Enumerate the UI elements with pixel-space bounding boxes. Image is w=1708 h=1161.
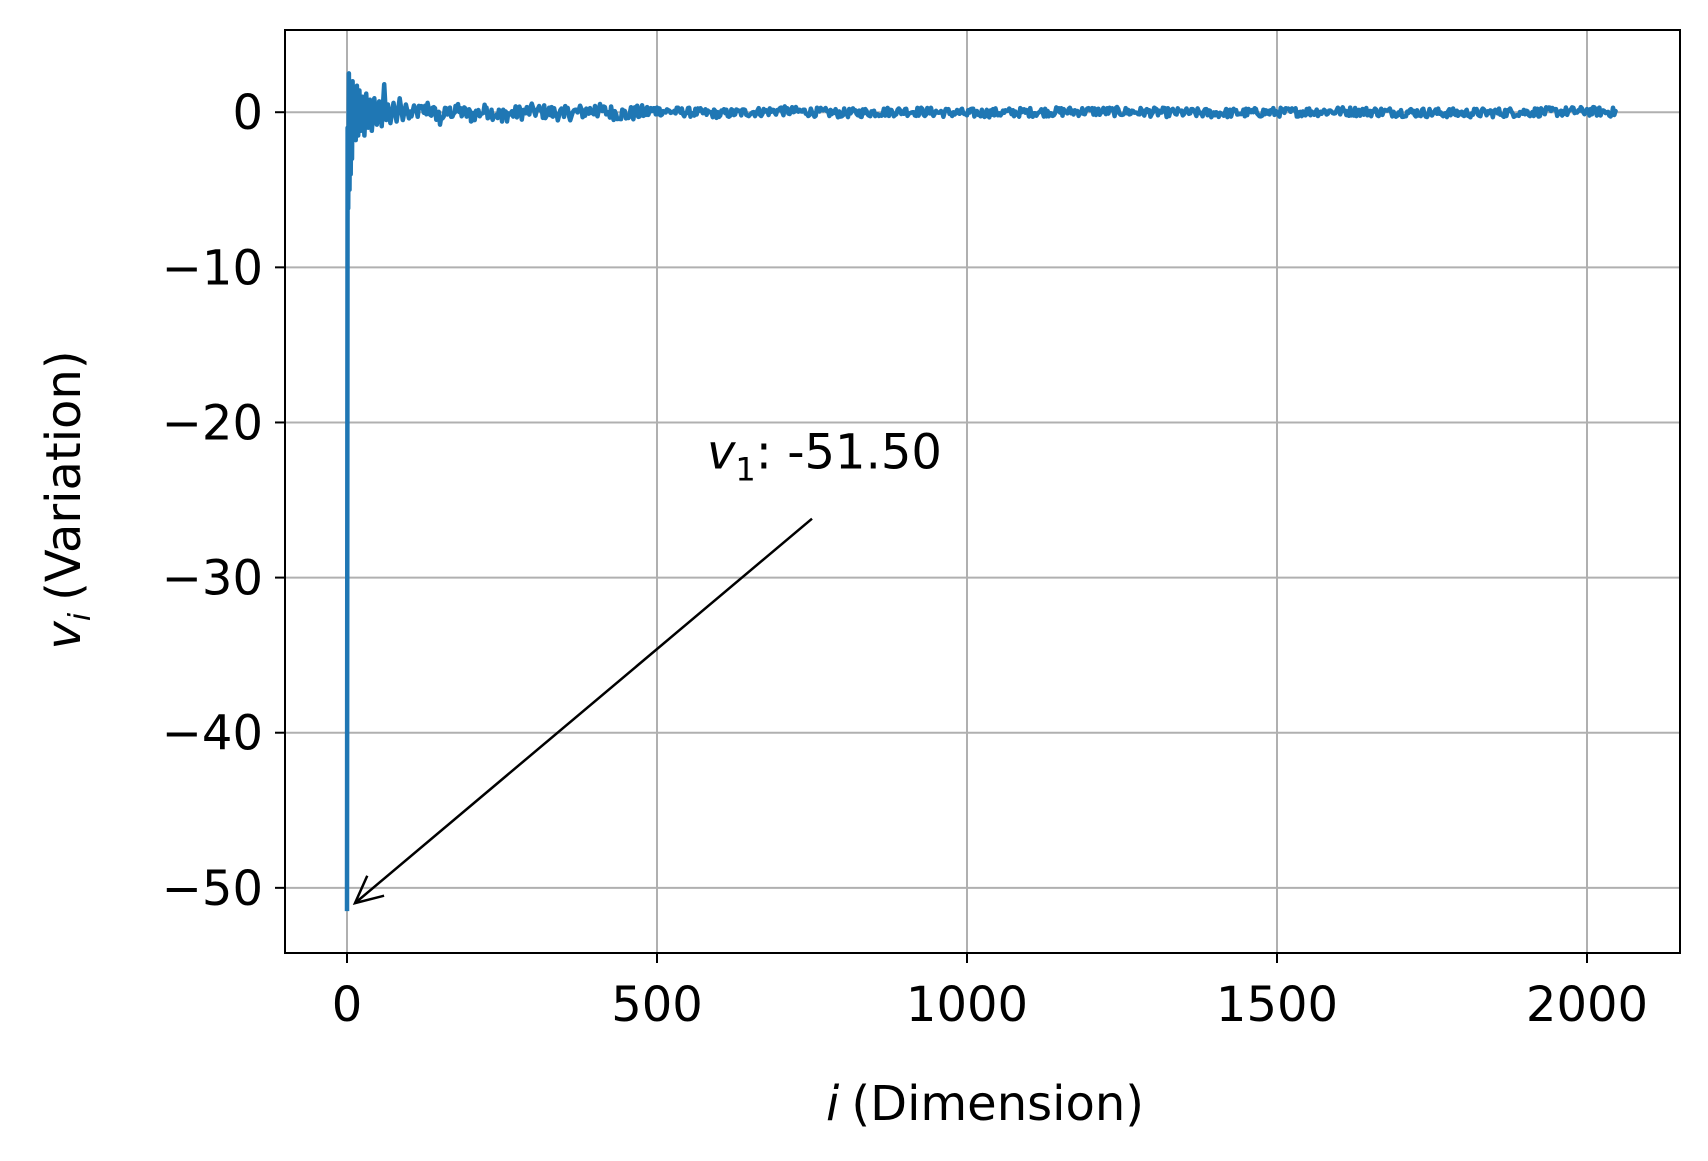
y-tick-label: −10	[162, 240, 263, 296]
annotation-value: : -51.50	[756, 425, 942, 481]
x-tick-label: 1500	[1216, 977, 1338, 1033]
annotation-arrowhead	[352, 875, 385, 905]
y-tick-label: 0	[232, 85, 263, 141]
x-tick-label: 1000	[906, 977, 1028, 1033]
x-axis-label-var: i	[826, 1076, 840, 1132]
annotation-sub: 1	[735, 451, 755, 489]
y-tick-label: −40	[162, 706, 263, 762]
grid	[285, 30, 1680, 953]
y-tick-label: −50	[162, 861, 263, 917]
ticks: 0 500 1000 1500 2000 0 −10 −20 −30 −40 −50	[162, 85, 1648, 1033]
annotation-arrow	[354, 517, 813, 905]
y-axis-label-var: v	[36, 621, 92, 650]
y-axis-label-sub: i	[63, 612, 98, 621]
y-tick-label: −20	[162, 395, 263, 451]
x-tick-label: 500	[611, 977, 703, 1033]
y-tick-label: −30	[162, 551, 263, 607]
y-axis-label-text: (Variation)	[36, 350, 92, 600]
annotation-var: v	[707, 425, 736, 481]
axes-frame	[284, 29, 1681, 954]
x-tick-label: 2000	[1526, 977, 1648, 1033]
annotation: v1: -51.50	[352, 425, 942, 905]
x-tick-label: 0	[332, 977, 363, 1033]
series-line	[344, 71, 1619, 912]
annotation-label: v1: -51.50	[707, 425, 942, 489]
x-axis-label-text: (Dimension)	[851, 1076, 1144, 1132]
series-layer	[344, 71, 1619, 912]
y-axis-label: vi (Variation)	[36, 350, 98, 649]
x-axis-label: i (Dimension)	[826, 1076, 1144, 1132]
